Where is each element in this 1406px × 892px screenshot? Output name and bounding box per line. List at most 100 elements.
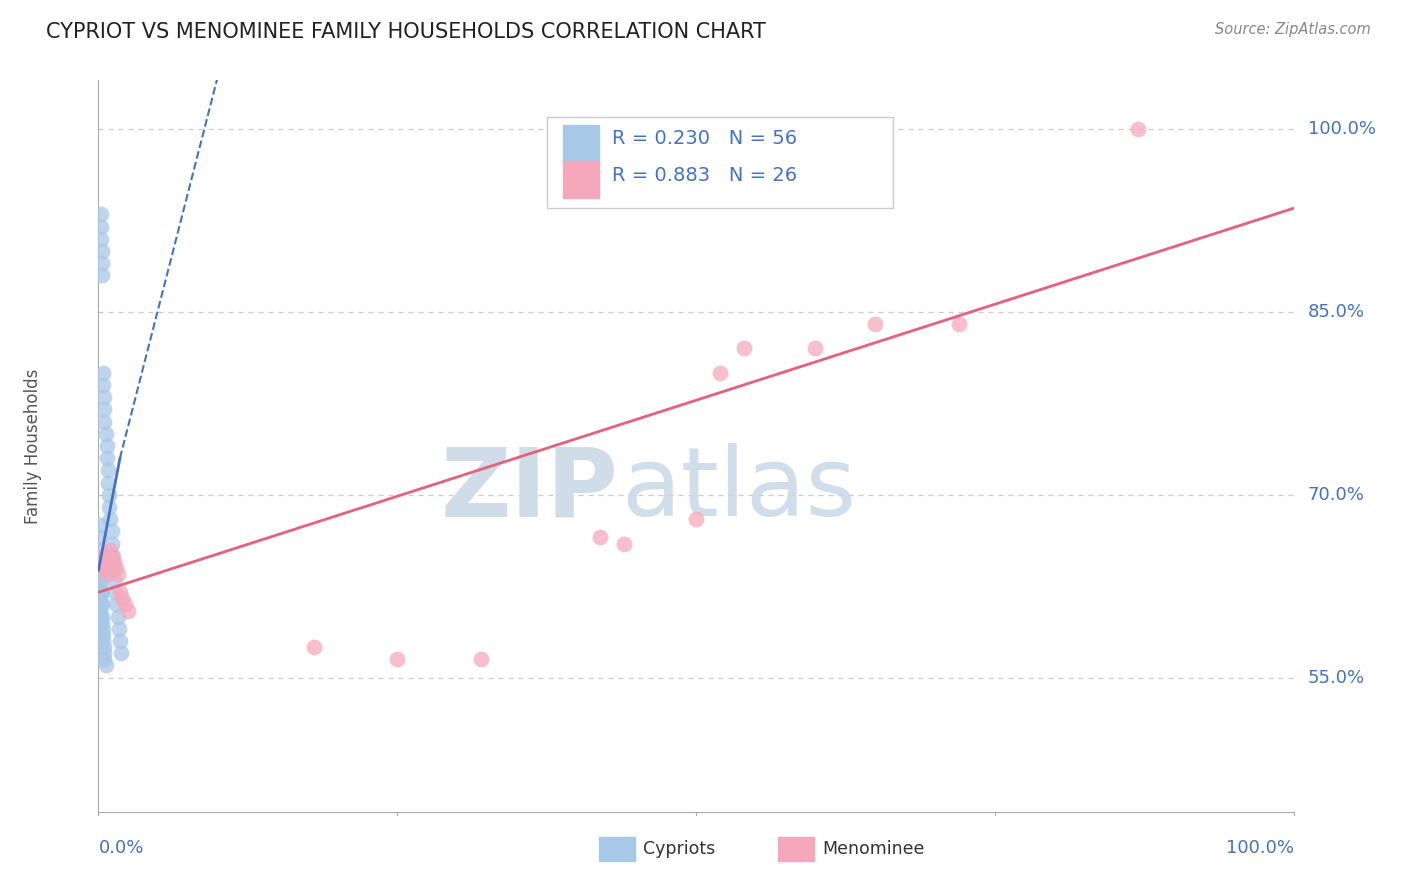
Point <box>94 426 117 441</box>
Point <box>89 518 111 533</box>
Text: 55.0%: 55.0% <box>1308 669 1365 687</box>
Point <box>100 524 122 539</box>
Point <box>107 609 129 624</box>
Point <box>685 512 707 526</box>
Point <box>96 439 118 453</box>
Point <box>91 615 114 630</box>
Point <box>93 646 115 660</box>
Point <box>89 530 111 544</box>
Text: atlas: atlas <box>620 443 856 536</box>
Text: Family Households: Family Households <box>24 368 42 524</box>
Point <box>89 579 111 593</box>
Point <box>93 390 115 404</box>
Text: Source: ZipAtlas.com: Source: ZipAtlas.com <box>1215 22 1371 37</box>
Point <box>91 366 114 380</box>
Point <box>90 207 112 221</box>
Text: CYPRIOT VS MENOMINEE FAMILY HOUSEHOLDS CORRELATION CHART: CYPRIOT VS MENOMINEE FAMILY HOUSEHOLDS C… <box>46 22 766 42</box>
Point <box>470 652 492 666</box>
Point <box>96 451 118 466</box>
Text: Cypriots: Cypriots <box>644 840 716 858</box>
Point <box>91 585 114 599</box>
Point <box>90 232 112 246</box>
Point <box>105 598 128 612</box>
Point <box>101 549 124 563</box>
Point <box>104 585 127 599</box>
FancyBboxPatch shape <box>779 837 814 862</box>
Point <box>98 542 122 557</box>
Point <box>733 342 755 356</box>
Point <box>97 567 120 582</box>
Point <box>98 488 121 502</box>
FancyBboxPatch shape <box>599 837 636 862</box>
Point <box>91 622 114 636</box>
FancyBboxPatch shape <box>547 117 893 209</box>
Point <box>93 415 115 429</box>
Point <box>107 567 129 582</box>
Text: R = 0.883   N = 26: R = 0.883 N = 26 <box>613 166 797 185</box>
Point <box>89 591 111 606</box>
Point <box>91 561 114 575</box>
Point <box>385 652 409 666</box>
FancyBboxPatch shape <box>564 161 599 198</box>
Point <box>108 585 131 599</box>
Point <box>94 658 117 673</box>
Point <box>90 561 112 575</box>
Point <box>105 561 128 575</box>
Point <box>93 652 115 666</box>
Point <box>107 622 129 636</box>
Text: 100.0%: 100.0% <box>1226 838 1294 856</box>
Point <box>709 366 731 380</box>
Point <box>108 634 131 648</box>
Point <box>90 585 112 599</box>
Point <box>865 317 887 331</box>
Point <box>101 561 124 575</box>
Point <box>98 500 121 514</box>
Point <box>89 628 111 642</box>
Point <box>91 256 114 270</box>
Point <box>98 512 122 526</box>
Point <box>89 567 111 582</box>
Point <box>89 555 111 569</box>
Point <box>94 555 117 569</box>
Point <box>948 317 970 331</box>
Point <box>117 604 139 618</box>
Point <box>93 640 115 655</box>
Point <box>91 634 114 648</box>
Point <box>114 598 136 612</box>
Point <box>91 268 114 283</box>
Point <box>93 549 115 563</box>
Point <box>93 402 115 417</box>
Point <box>91 609 114 624</box>
Point <box>103 555 125 569</box>
Point <box>100 536 122 550</box>
Text: ZIP: ZIP <box>440 443 619 536</box>
Point <box>89 542 111 557</box>
Point <box>90 219 112 234</box>
Point <box>613 536 636 550</box>
Point <box>91 628 114 642</box>
Point <box>111 591 134 606</box>
Point <box>589 530 612 544</box>
Point <box>97 463 120 477</box>
Text: 85.0%: 85.0% <box>1308 303 1365 321</box>
Text: Menominee: Menominee <box>823 840 925 858</box>
Point <box>91 244 114 258</box>
Text: 70.0%: 70.0% <box>1308 486 1365 504</box>
Point <box>110 646 132 660</box>
Point <box>90 573 112 587</box>
Point <box>90 609 112 624</box>
Point <box>302 640 325 655</box>
Point <box>103 573 125 587</box>
FancyBboxPatch shape <box>564 125 599 161</box>
Point <box>91 598 114 612</box>
Point <box>100 549 122 563</box>
Text: 0.0%: 0.0% <box>98 838 143 856</box>
Text: R = 0.230   N = 56: R = 0.230 N = 56 <box>613 129 797 148</box>
Point <box>97 475 120 490</box>
Point <box>89 604 111 618</box>
Point <box>1128 122 1150 136</box>
Point <box>91 378 114 392</box>
Text: 100.0%: 100.0% <box>1308 120 1376 138</box>
Point <box>96 561 118 575</box>
Point <box>89 615 111 630</box>
